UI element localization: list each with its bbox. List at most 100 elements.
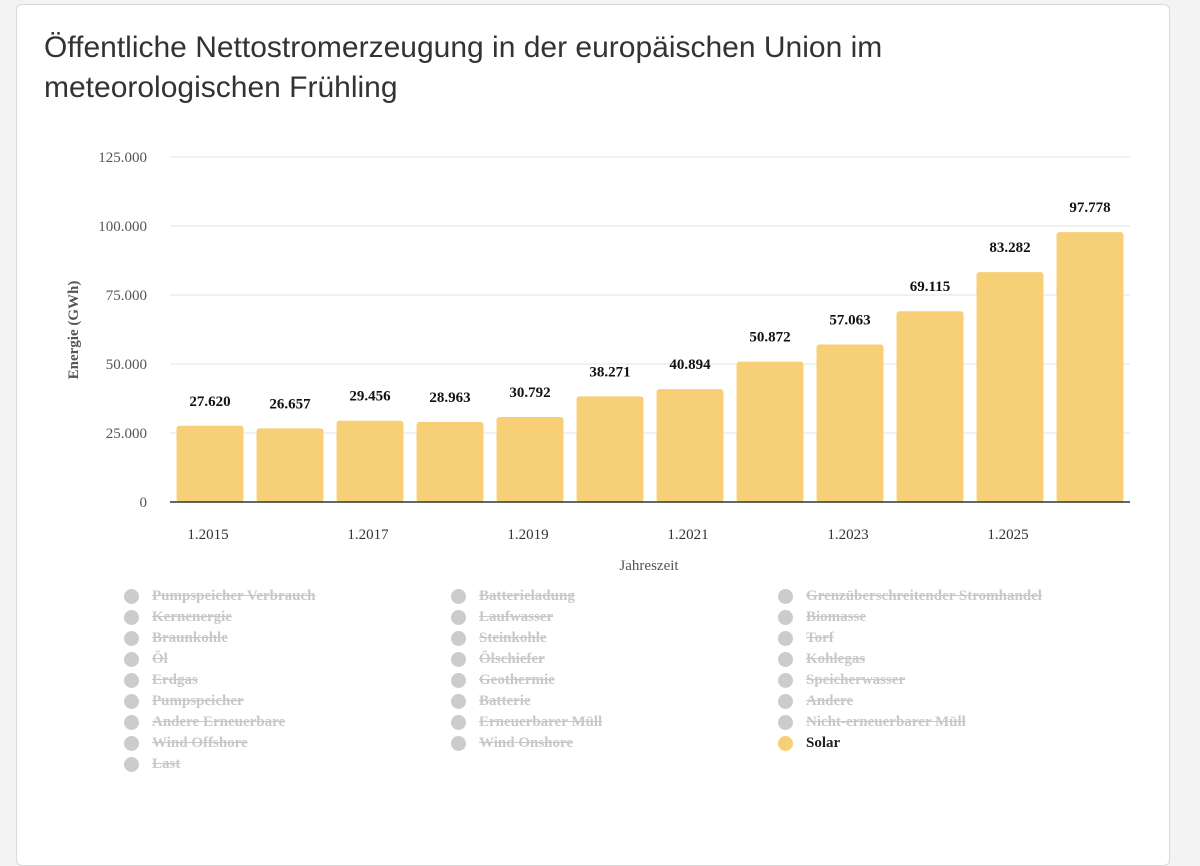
legend-marker-icon <box>124 673 139 688</box>
legend-label: Öl <box>152 651 168 667</box>
legend-marker-icon <box>451 715 466 730</box>
legend-item[interactable]: Laufwasser <box>451 607 553 628</box>
legend-item[interactable]: Steinkohle <box>451 628 547 649</box>
legend-label: Erdgas <box>152 672 198 688</box>
legend-marker-icon <box>451 631 466 646</box>
bar <box>496 417 564 502</box>
legend-label: Batterieladung <box>479 588 575 604</box>
bar-value-label: 69.115 <box>910 279 950 295</box>
legend-marker-icon <box>778 736 793 751</box>
legend-marker-icon <box>451 652 466 667</box>
legend-item[interactable]: Solar <box>778 733 840 754</box>
legend: Pumpspeicher Verbrauch Kernenergie Braunko… <box>120 586 1120 786</box>
bar <box>976 272 1044 502</box>
legend-item[interactable]: Wind Offshore <box>124 733 248 754</box>
legend-item[interactable]: Kernenergie <box>124 607 232 628</box>
legend-label: Speicherwasser <box>806 672 906 688</box>
bar-value-label: 30.792 <box>509 385 550 401</box>
legend-item[interactable]: Braunkohle <box>124 628 228 649</box>
bar-value-label: 27.620 <box>189 394 230 410</box>
legend-marker-icon <box>451 736 466 751</box>
bar <box>256 428 324 502</box>
x-tick-label: 1.2023 <box>827 527 868 543</box>
bar-value-label: 97.778 <box>1069 200 1110 216</box>
legend-marker-icon <box>451 694 466 709</box>
legend-item[interactable]: Pumpspeicher <box>124 691 244 712</box>
legend-item[interactable]: Batterieladung <box>451 586 575 607</box>
legend-item[interactable]: Last <box>124 754 180 775</box>
legend-item[interactable]: Wind Onshore <box>451 733 573 754</box>
legend-label: Erneuerbarer Müll <box>479 714 603 730</box>
legend-marker-icon <box>124 715 139 730</box>
bar <box>336 420 404 502</box>
legend-marker-icon <box>778 652 793 667</box>
x-axis-ticks: 1.2015 1.2017 1.2019 1.2021 1.2023 1.2025 <box>187 527 1028 543</box>
bar-value-label: 40.894 <box>669 357 711 373</box>
legend-label: Nicht-erneuerbarer Müll <box>806 714 966 730</box>
legend-marker-icon <box>124 631 139 646</box>
bar <box>416 422 484 502</box>
bar <box>896 311 964 502</box>
legend-item[interactable]: Andere Erneuerbare <box>124 712 285 733</box>
legend-label: Laufwasser <box>479 609 554 625</box>
legend-item[interactable]: Pumpspeicher Verbrauch <box>124 586 315 607</box>
legend-item[interactable]: Grenzüberschreitender Stromhandel <box>778 586 1042 607</box>
bar-value-label: 29.456 <box>349 389 391 405</box>
legend-label: Steinkohle <box>479 630 547 646</box>
legend-marker-icon <box>124 694 139 709</box>
x-axis-label: Jahreszeit <box>619 558 679 574</box>
bar <box>656 389 724 502</box>
legend-label: Ölschiefer <box>479 651 545 667</box>
legend-item[interactable]: Kohlegas <box>778 649 865 670</box>
legend-label: Wind Offshore <box>152 735 248 751</box>
legend-item[interactable]: Geothermie <box>451 670 555 691</box>
legend-label: Andere <box>806 693 854 709</box>
legend-item[interactable]: Biomasse <box>778 607 866 628</box>
legend-item[interactable]: Nicht-erneuerbarer Müll <box>778 712 966 733</box>
legend-marker-icon <box>124 757 139 772</box>
legend-marker-icon <box>124 736 139 751</box>
legend-item[interactable]: Erdgas <box>124 670 198 691</box>
bar-value-label: 26.657 <box>269 396 311 412</box>
legend-marker-icon <box>124 589 139 604</box>
legend-item[interactable]: Torf <box>778 628 834 649</box>
bar-value-label: 83.282 <box>989 240 1030 256</box>
y-axis-label: Energie (GWh) <box>66 281 82 380</box>
bar <box>816 344 884 502</box>
y-tick-label: 75.000 <box>106 288 147 304</box>
bar <box>176 425 244 502</box>
legend-label: Kohlegas <box>806 651 866 667</box>
legend-marker-icon <box>778 715 793 730</box>
legend-item[interactable]: Öl <box>124 649 168 670</box>
bar <box>1056 232 1124 502</box>
legend-label: Grenzüberschreitender Stromhandel <box>806 588 1042 604</box>
bar-value-label: 38.271 <box>589 364 630 380</box>
grid-lines <box>170 156 1130 434</box>
bar-chart: 0 25.000 50.000 75.000 100.000 125.000 27.620… <box>66 150 1130 574</box>
x-tick-label: 1.2019 <box>507 527 548 543</box>
y-tick-label: 50.000 <box>106 357 147 373</box>
legend-marker-icon <box>124 610 139 625</box>
legend-marker-icon <box>124 652 139 667</box>
bar <box>576 396 644 502</box>
y-tick-label: 25.000 <box>106 426 147 442</box>
bar <box>736 361 804 502</box>
x-tick-label: 1.2021 <box>667 527 708 543</box>
bars <box>176 232 1124 502</box>
legend-label: Biomasse <box>806 609 866 625</box>
legend-marker-icon <box>778 673 793 688</box>
legend-marker-icon <box>451 589 466 604</box>
y-tick-label: 0 <box>140 495 148 511</box>
legend-item[interactable]: Batterie <box>451 691 531 712</box>
legend-marker-icon <box>778 631 793 646</box>
y-axis-ticks: 0 25.000 50.000 75.000 100.000 125.000 <box>98 150 147 511</box>
legend-label: Batterie <box>479 693 531 709</box>
legend-label: Kernenergie <box>152 609 232 625</box>
bar-value-label: 50.872 <box>749 330 790 346</box>
legend-item[interactable]: Andere <box>778 691 853 712</box>
legend-item[interactable]: Ölschiefer <box>451 649 545 670</box>
legend-item[interactable]: Erneuerbarer Müll <box>451 712 602 733</box>
legend-item[interactable]: Speicherwasser <box>778 670 905 691</box>
legend-label: Braunkohle <box>152 630 228 646</box>
legend-marker-icon <box>778 610 793 625</box>
